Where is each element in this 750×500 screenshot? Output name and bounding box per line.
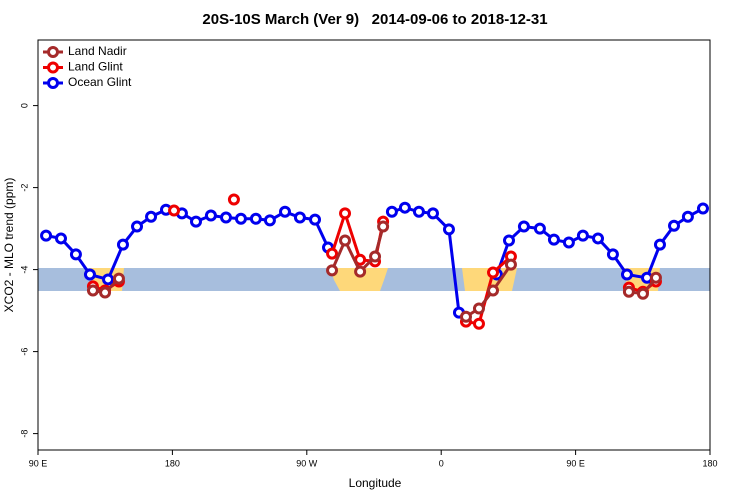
point (653, 238, 666, 251)
x-axis-label: Longitude (349, 476, 402, 490)
point (502, 234, 515, 247)
point (576, 229, 589, 242)
point (54, 232, 67, 245)
point (385, 205, 398, 218)
point (309, 213, 322, 226)
point (227, 193, 240, 206)
legend-marker (47, 46, 59, 58)
point (40, 229, 53, 242)
point (681, 210, 694, 223)
point (636, 287, 649, 300)
point (547, 233, 560, 246)
point (354, 265, 367, 278)
y-axis-label: XCO2 - MLO trend (ppm) (2, 178, 16, 313)
point (99, 286, 112, 299)
series (40, 201, 709, 319)
point (249, 212, 262, 225)
legend-marker (47, 77, 59, 89)
point (398, 201, 411, 214)
point (592, 232, 604, 245)
point (263, 214, 276, 227)
point (168, 204, 181, 217)
point (487, 266, 500, 279)
point (326, 247, 339, 260)
land-patch (330, 268, 388, 291)
point (620, 268, 633, 281)
y-tick-label: 0 (19, 103, 29, 108)
point (369, 250, 382, 263)
x-tick-label: 180 (702, 458, 717, 468)
plot-frame (37, 39, 711, 451)
point (668, 219, 681, 232)
point (472, 302, 485, 315)
y-tick-label: -6 (19, 348, 29, 356)
point (102, 273, 115, 286)
point (472, 317, 485, 330)
point (487, 284, 500, 297)
y-tick-label: -8 (19, 430, 29, 438)
point (504, 258, 517, 271)
x-tick-label: 90 W (296, 458, 318, 468)
point (116, 238, 129, 251)
point (377, 220, 390, 233)
point (412, 205, 425, 218)
point (606, 248, 619, 261)
point (426, 207, 439, 220)
point (293, 211, 306, 224)
point (649, 271, 662, 284)
point (533, 222, 546, 235)
series (86, 220, 662, 323)
series-line (465, 263, 513, 319)
legend-marker (47, 61, 59, 74)
x-tick-label: 0 (439, 458, 444, 468)
chart-title: 20S-10S March (Ver 9) 2014-09-06 to 2018… (202, 11, 547, 28)
point (278, 205, 291, 218)
point (86, 284, 99, 297)
point (204, 209, 217, 222)
x-tick-label: 90 E (29, 458, 48, 468)
legend-label: Ocean Glint (68, 75, 132, 89)
point (442, 223, 455, 236)
point (622, 285, 635, 298)
point (220, 211, 233, 224)
point (339, 207, 352, 220)
point (517, 220, 530, 233)
point (83, 268, 96, 281)
y-tick-label: -2 (19, 184, 29, 192)
legend-label: Land Nadir (68, 44, 127, 58)
point (562, 236, 575, 249)
point (131, 220, 144, 233)
point (339, 234, 352, 247)
x-tick-label: 180 (165, 458, 180, 468)
point (459, 310, 472, 323)
point (69, 248, 82, 261)
point (326, 264, 339, 277)
point (696, 202, 709, 215)
point (112, 272, 125, 285)
point (234, 212, 247, 225)
point (189, 215, 202, 228)
x-tick-label: 90 E (566, 458, 585, 468)
point (145, 210, 158, 223)
y-tick-label: -4 (19, 266, 29, 274)
legend-label: Land Glint (68, 60, 123, 74)
